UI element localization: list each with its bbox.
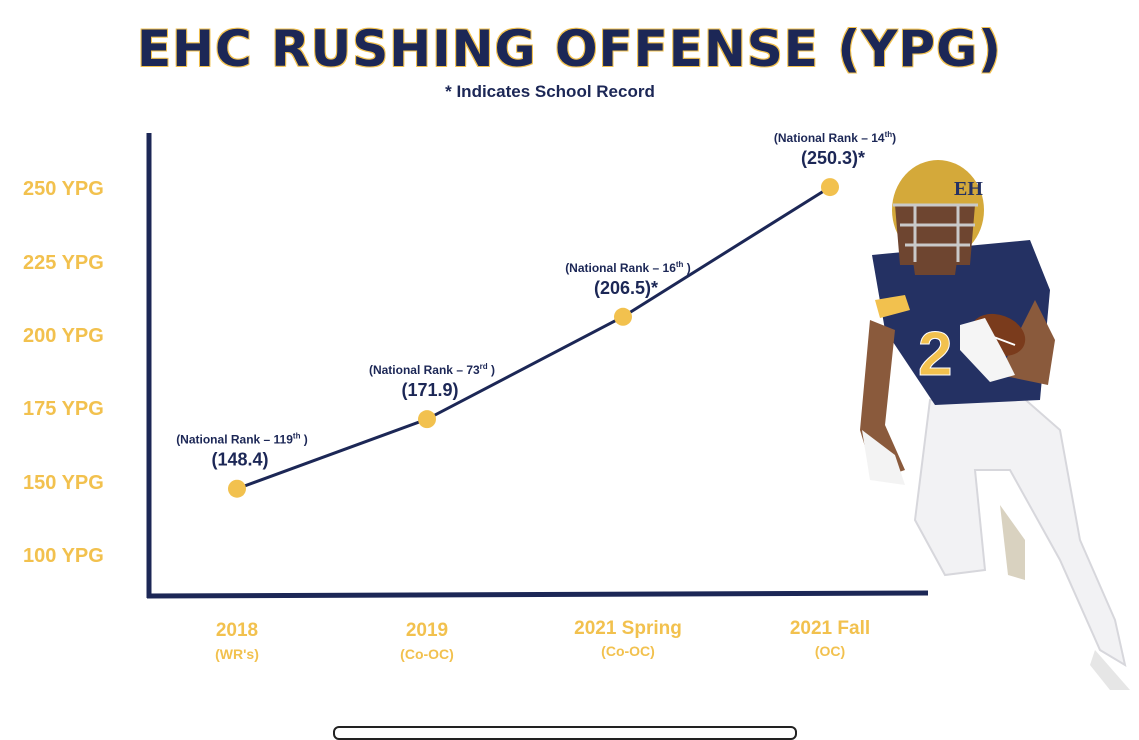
x-tick-labels: 2018 (WR's) 2019 (Co-OC) 2021 Spring (Co… bbox=[215, 618, 870, 662]
x-tick-role: (Co-OC) bbox=[601, 643, 655, 659]
y-tick-label: 100 YPG bbox=[23, 545, 104, 567]
y-tick-label: 250 YPG bbox=[23, 178, 104, 200]
y-tick-label: 150 YPG bbox=[23, 472, 104, 494]
svg-text:EH: EH bbox=[954, 178, 983, 200]
value-label: (250.3)* bbox=[801, 148, 865, 168]
x-tick-role: (WR's) bbox=[215, 646, 259, 662]
x-tick-label: 2021 Fall bbox=[790, 618, 870, 639]
data-point bbox=[228, 479, 246, 498]
x-tick-label: 2021 Spring bbox=[574, 618, 682, 639]
x-tick-role: (Co-OC) bbox=[400, 646, 454, 662]
national-rank-label: (National Rank – 14th) bbox=[774, 130, 896, 145]
x-tick-label: 2019 bbox=[406, 620, 448, 641]
data-annotations: (148.4) (National Rank – 119th ) (171.9) (N… bbox=[176, 130, 896, 470]
x-tick-role: (OC) bbox=[815, 643, 845, 659]
data-point bbox=[821, 178, 839, 197]
value-label: (171.9) bbox=[401, 380, 458, 400]
y-tick-label: 175 YPG bbox=[23, 398, 104, 420]
bottom-scroll-bar bbox=[333, 726, 797, 740]
data-point bbox=[614, 307, 632, 326]
data-points bbox=[228, 178, 839, 498]
y-tick-label: 225 YPG bbox=[23, 252, 104, 274]
value-label: (148.4) bbox=[211, 450, 268, 470]
x-tick-label: 2018 bbox=[216, 620, 258, 641]
series-line bbox=[236, 185, 831, 491]
svg-text:2: 2 bbox=[918, 320, 952, 389]
chart-subtitle: * Indicates School Record bbox=[445, 82, 655, 101]
national-rank-label: (National Rank – 73rd ) bbox=[369, 362, 495, 377]
y-tick-label: 200 YPG bbox=[23, 325, 104, 347]
y-tick-labels: 250 YPG 225 YPG 200 YPG 175 YPG 150 YPG … bbox=[23, 178, 104, 567]
national-rank-label: (National Rank – 119th ) bbox=[176, 432, 308, 447]
national-rank-label: (National Rank – 16th ) bbox=[565, 260, 691, 275]
football-player-photo: 2 EH bbox=[860, 160, 1130, 690]
x-axis bbox=[146, 590, 929, 599]
data-point bbox=[418, 410, 436, 429]
value-label: (206.5)* bbox=[594, 278, 658, 298]
chart-title: EHC RUSHING OFFENSE (YPG) bbox=[137, 20, 1002, 78]
